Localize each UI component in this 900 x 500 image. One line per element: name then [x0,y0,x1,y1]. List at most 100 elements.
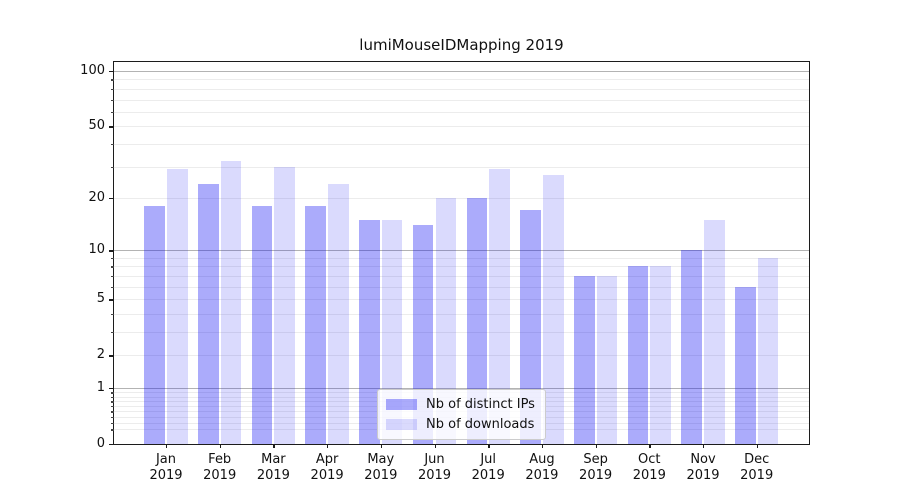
y-minor-tick-mark [111,411,114,413]
x-tick-mark [595,443,597,448]
x-tick-label: Mar 2019 [243,452,303,484]
x-tick-label: Jul 2019 [458,452,518,484]
x-tick-label: Apr 2019 [297,452,357,484]
legend-label: Nb of downloads [426,417,535,432]
y-minor-tick-mark [111,392,114,394]
bar-nov-distinct-ips [681,250,702,444]
bar-jul-downloads [489,169,510,444]
bar-sep-downloads [596,275,618,444]
x-tick-month: Jun [424,452,445,467]
legend-swatch-downloads [386,419,417,430]
x-tick-mark [166,443,168,448]
y-minor-tick-mark [111,286,114,289]
legend-label: Nb of distinct IPs [426,397,535,412]
bar-jan-downloads [167,169,188,444]
bar-dec-downloads [757,257,779,444]
bar-jun-downloads [435,197,457,444]
x-tick-mark [434,443,436,448]
y-minor-tick-mark [111,396,114,398]
legend-swatch-distinct-ips [386,399,417,410]
x-tick-mark [327,443,329,448]
x-tick-month: Aug [529,452,555,467]
major-gridline [114,71,809,73]
x-tick-label: Oct 2019 [619,452,679,484]
minor-gridline [114,126,809,128]
y-tick-label: 20 [88,189,105,205]
x-tick-year: 2019 [471,468,505,483]
bar-apr-downloads [328,183,349,444]
bar-oct-distinct-ips [627,266,649,444]
y-minor-tick-mark [111,143,114,146]
y-minor-tick-mark [111,266,114,268]
plot-area: Nb of distinct IPs Nb of downloads [113,61,810,445]
x-tick-year: 2019 [310,468,344,483]
minor-gridline [114,275,809,277]
minor-gridline [114,286,809,288]
y-tick-mark [109,250,114,252]
bar-mar-downloads [274,166,296,444]
x-tick-month: Oct [638,452,661,467]
chart-title: lumiMouseIDMapping 2019 [359,36,564,54]
x-tick-mark [380,443,383,448]
bar-aug-downloads [542,174,564,444]
x-tick-mark [488,443,490,448]
minor-gridline [114,166,809,168]
bar-apr-distinct-ips [305,206,327,444]
x-tick-mark [649,443,651,448]
y-minor-tick-mark [111,166,114,168]
y-minor-tick-mark [111,416,114,419]
y-minor-tick-mark [111,275,114,278]
bar-may-distinct-ips [359,219,380,444]
y-tick-label: 1 [96,379,105,395]
x-tick-month: Dec [744,452,770,467]
x-tick-label: Nov 2019 [673,452,733,484]
x-tick-label: Jun 2019 [405,452,465,484]
x-tick-label: Aug 2019 [512,452,572,484]
y-tick-mark [109,126,114,128]
y-tick-mark [109,71,114,73]
y-tick-mark [109,299,114,301]
x-tick-year: 2019 [632,468,666,483]
x-tick-mark [273,443,275,448]
x-tick-year: 2019 [686,468,720,483]
bar-feb-distinct-ips [198,183,219,444]
bar-nov-downloads [704,219,725,444]
bar-oct-downloads [650,266,671,444]
legend-item: Nb of downloads [386,417,535,432]
y-tick-label: 50 [88,118,105,134]
bar-may-downloads [381,219,403,444]
major-gridline [114,250,809,252]
y-minor-tick-mark [111,79,114,81]
x-tick-mark [219,443,222,448]
minor-gridline [114,313,809,315]
minor-gridline [114,355,809,357]
y-minor-tick-mark [111,111,114,114]
y-minor-tick-mark [111,313,114,316]
y-minor-tick-mark [111,331,114,334]
x-tick-year: 2019 [256,468,290,483]
x-tick-label: May 2019 [351,452,411,484]
minor-gridline [114,143,809,145]
bar-jul-distinct-ips [466,197,488,444]
x-tick-mark [703,443,705,448]
x-tick-year: 2019 [203,468,237,483]
minor-gridline [114,88,809,90]
y-tick-label: 2 [96,347,105,363]
x-tick-mark [541,443,544,448]
y-minor-tick-mark [111,88,114,91]
y-tick-mark [109,387,114,390]
y-tick-mark [109,444,114,446]
bar-feb-downloads [220,161,242,444]
x-tick-label: Dec 2019 [727,452,787,484]
y-minor-tick-mark [111,257,114,260]
x-tick-label: Feb 2019 [190,452,250,484]
legend: Nb of distinct IPs Nb of downloads [377,389,546,440]
minor-gridline [114,111,809,113]
legend-item: Nb of distinct IPs [386,397,535,412]
y-minor-tick-mark [111,422,114,425]
x-tick-mark [756,443,759,448]
y-tick-label: 5 [96,291,105,307]
minor-gridline [114,99,809,101]
x-tick-month: Jan [155,452,177,467]
